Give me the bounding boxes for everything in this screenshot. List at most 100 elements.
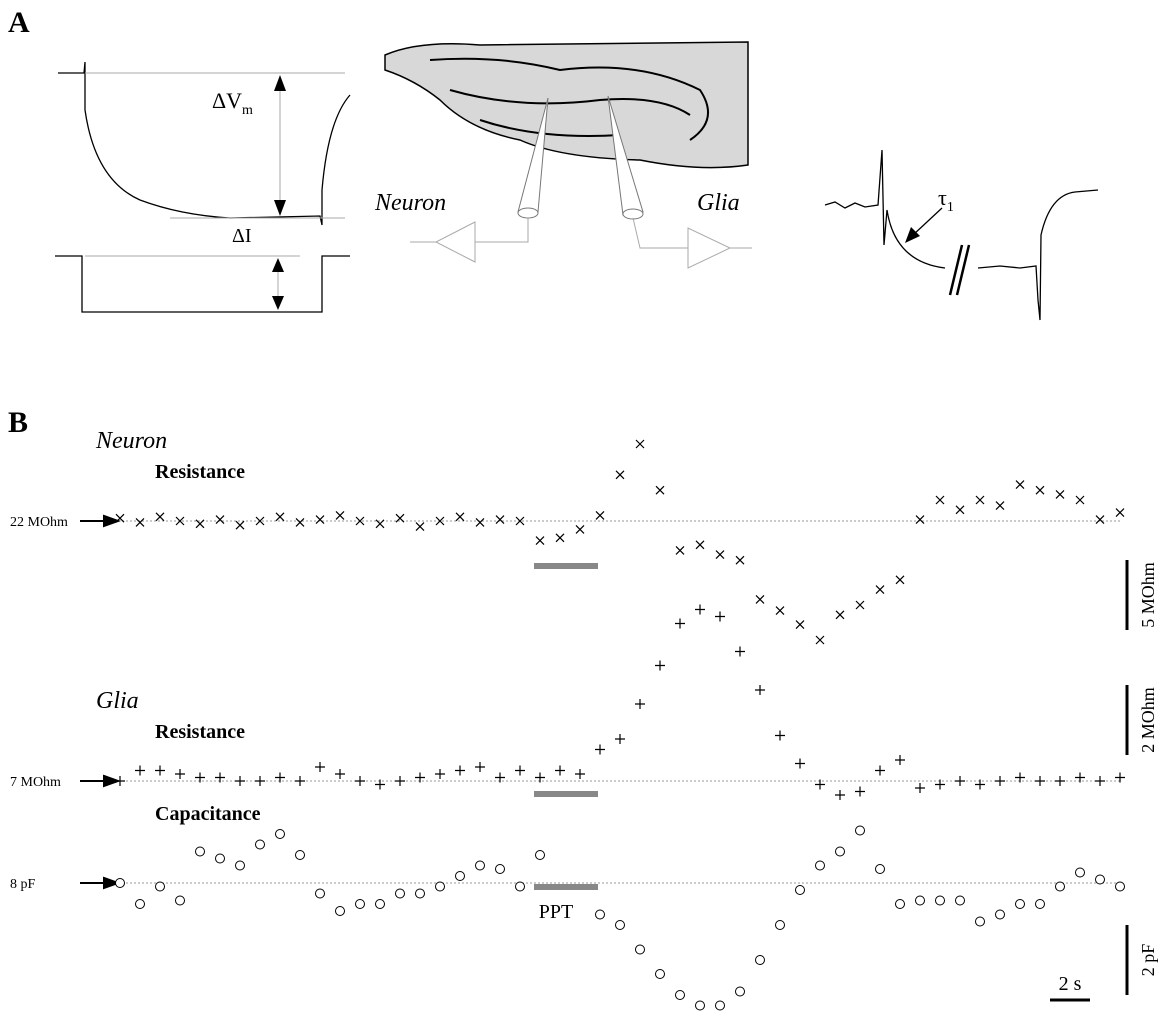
data-point xyxy=(416,523,424,531)
data-point xyxy=(955,776,965,786)
data-point xyxy=(675,619,685,629)
data-point xyxy=(595,745,605,755)
data-point xyxy=(936,496,944,504)
data-point xyxy=(776,607,784,615)
data-point xyxy=(435,769,445,779)
baseline-arrow xyxy=(80,516,118,526)
data-point xyxy=(836,611,844,619)
data-point xyxy=(895,755,905,765)
data-point xyxy=(295,776,305,786)
data-point xyxy=(335,769,345,779)
delta-vm-sub: m xyxy=(242,103,253,118)
data-point xyxy=(236,521,244,529)
data-point xyxy=(836,847,845,856)
data-point xyxy=(1116,882,1125,891)
scale-label: 5 MOhm xyxy=(1138,562,1158,628)
data-point xyxy=(395,776,405,786)
data-point xyxy=(976,917,985,926)
data-point xyxy=(536,851,545,860)
data-point xyxy=(1095,776,1105,786)
scale-label: 2 MOhm xyxy=(1138,687,1158,753)
delta-vm: ΔVm xyxy=(212,88,253,118)
data-point xyxy=(755,685,765,695)
data-point xyxy=(676,546,684,554)
data-point xyxy=(1036,486,1044,494)
data-point xyxy=(196,847,205,856)
data-point xyxy=(576,525,584,533)
data-point xyxy=(536,537,544,545)
data-point xyxy=(1055,776,1065,786)
data-point xyxy=(1016,481,1024,489)
data-point xyxy=(1016,900,1025,909)
data-point xyxy=(396,889,405,898)
data-point xyxy=(936,896,945,905)
data-point xyxy=(656,486,664,494)
data-point xyxy=(476,861,485,870)
data-point xyxy=(855,787,865,797)
scale-label: 2 pF xyxy=(1138,944,1158,977)
data-point xyxy=(995,776,1005,786)
data-point xyxy=(696,1001,705,1010)
data-point xyxy=(476,518,484,526)
data-point xyxy=(716,551,724,559)
data-point xyxy=(956,506,964,514)
data-point xyxy=(876,586,884,594)
data-point xyxy=(596,511,604,519)
data-point xyxy=(356,900,365,909)
tau-sub: 1 xyxy=(947,200,954,215)
data-point xyxy=(715,612,725,622)
data-point xyxy=(315,762,325,772)
data-point xyxy=(136,518,144,526)
data-point xyxy=(656,970,665,979)
data-point xyxy=(156,513,164,521)
data-point xyxy=(776,921,785,930)
data-point xyxy=(635,699,645,709)
cell-label: Glia xyxy=(96,688,139,714)
data-point xyxy=(696,541,704,549)
data-point xyxy=(236,861,245,870)
baseline-label: 8 pF xyxy=(10,877,36,892)
data-point xyxy=(796,886,805,895)
data-point xyxy=(775,731,785,741)
data-point xyxy=(276,830,285,839)
data-point xyxy=(596,910,605,919)
data-point xyxy=(355,776,365,786)
data-point xyxy=(135,766,145,776)
cell-label: Neuron xyxy=(95,428,167,454)
data-point xyxy=(856,601,864,609)
data-point xyxy=(716,1001,725,1010)
data-point xyxy=(256,840,265,849)
data-point xyxy=(455,766,465,776)
data-point xyxy=(896,900,905,909)
data-point xyxy=(175,769,185,779)
data-point xyxy=(456,872,465,881)
panel-label: B xyxy=(8,406,28,439)
data-point xyxy=(255,776,265,786)
data-point xyxy=(115,776,125,786)
data-point xyxy=(1036,900,1045,909)
data-point xyxy=(896,576,904,584)
stimulus-label: PPT xyxy=(539,901,573,923)
data-point xyxy=(336,511,344,519)
data-point xyxy=(276,513,284,521)
data-point xyxy=(156,882,165,891)
data-point xyxy=(735,647,745,657)
trace-name: Capacitance xyxy=(155,803,261,825)
data-point xyxy=(736,556,744,564)
trace-name: Resistance xyxy=(155,721,245,743)
brain-illustration: Neuron Glia xyxy=(374,42,752,268)
data-point xyxy=(436,882,445,891)
data-point xyxy=(216,516,224,524)
glia-label: Glia xyxy=(697,190,740,216)
data-point xyxy=(1096,875,1105,884)
neuron-label: Neuron xyxy=(374,190,446,216)
data-point xyxy=(1076,868,1085,877)
delta-i: ΔI xyxy=(232,225,252,247)
data-point xyxy=(316,889,325,898)
data-point xyxy=(616,921,625,930)
voltage-trace: ΔVm ΔI xyxy=(55,62,350,312)
data-point xyxy=(235,776,245,786)
data-point xyxy=(816,861,825,870)
data-point xyxy=(556,534,564,542)
data-point xyxy=(496,865,505,874)
